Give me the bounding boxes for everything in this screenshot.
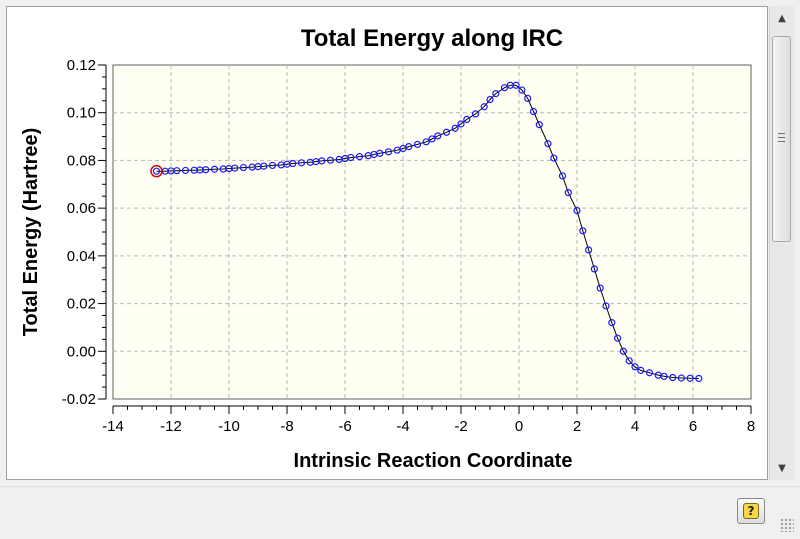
x-axis-label: Intrinsic Reaction Coordinate <box>294 450 573 472</box>
irc-data-point[interactable] <box>613 334 622 342</box>
irc-data-point[interactable] <box>434 132 442 140</box>
irc-data-point[interactable] <box>181 166 190 175</box>
irc-data-point[interactable] <box>297 159 306 167</box>
irc-data-point[interactable] <box>590 265 599 273</box>
irc-data-point[interactable] <box>492 90 500 98</box>
irc-data-point[interactable] <box>637 366 645 374</box>
irc-data-point[interactable] <box>558 172 567 180</box>
irc-data-point[interactable] <box>529 107 538 116</box>
irc-data-point[interactable] <box>173 167 181 175</box>
irc-data-point[interactable] <box>471 110 480 118</box>
x-tick-label: -14 <box>102 418 124 435</box>
irc-data-point[interactable] <box>422 138 430 146</box>
x-tick-label: 8 <box>747 418 755 435</box>
y-tick-label: 0.00 <box>67 343 96 360</box>
irc-data-point[interactable] <box>500 84 509 92</box>
x-tick-label: -8 <box>280 418 293 435</box>
irc-data-point[interactable] <box>608 319 616 327</box>
irc-data-point[interactable] <box>579 227 587 235</box>
irc-data-point[interactable] <box>512 81 520 89</box>
irc-data-point[interactable] <box>405 142 413 151</box>
y-tick-label: -0.02 <box>62 391 96 408</box>
irc-data-point[interactable] <box>518 86 526 94</box>
irc-data-point[interactable] <box>619 347 628 355</box>
scroll-thumb[interactable] <box>772 36 791 242</box>
irc-data-point[interactable] <box>413 140 422 149</box>
resize-grip-icon[interactable] <box>780 518 794 532</box>
y-tick-label: 0.06 <box>67 200 96 217</box>
scroll-up-button[interactable]: ▲ <box>778 12 786 24</box>
status-strip <box>0 486 800 539</box>
chart-panel: -14 -12 -10 -8 -6 -4 -2 0 2 4 6 8 -0.02 0.00 0.02 0.04 0… <box>6 6 768 480</box>
irc-data-point[interactable] <box>152 167 161 175</box>
irc-data-point[interactable] <box>376 149 384 157</box>
irc-data-point[interactable] <box>451 124 459 132</box>
x-tick-label: -4 <box>396 418 409 435</box>
x-tick-label: 0 <box>515 418 523 435</box>
help-button[interactable]: ? <box>737 498 765 524</box>
irc-data-point[interactable] <box>463 115 471 123</box>
irc-data-point[interactable] <box>428 135 436 143</box>
irc-data-point[interactable] <box>355 153 364 161</box>
y-tick-label: 0.10 <box>67 105 96 122</box>
chart-title: Total Energy along IRC <box>301 25 563 52</box>
y-tick-label: 0.08 <box>67 152 96 169</box>
irc-data-point[interactable] <box>584 246 593 254</box>
irc-data-point[interactable] <box>564 189 572 197</box>
irc-data-point[interactable] <box>677 374 686 382</box>
y-axis-label: Total Energy (Hartree) <box>20 128 42 337</box>
irc-data-point[interactable] <box>442 128 451 136</box>
irc-data-point[interactable] <box>596 284 604 292</box>
current-point-marker[interactable] <box>150 164 163 178</box>
x-tick-label: -12 <box>160 418 182 435</box>
irc-data-point[interactable] <box>625 357 633 365</box>
irc-data-point[interactable] <box>602 302 610 310</box>
vertical-scrollbar[interactable]: ▲ ▼ <box>769 6 794 480</box>
plot-area <box>112 64 752 400</box>
irc-data-point[interactable] <box>457 120 465 128</box>
x-tick-label: 2 <box>573 418 581 435</box>
irc-data-point[interactable] <box>631 363 639 371</box>
help-icon: ? <box>743 503 759 519</box>
y-tick-label: 0.04 <box>67 248 96 265</box>
irc-data-point[interactable] <box>239 163 248 172</box>
irc-data-point[interactable] <box>210 165 219 173</box>
scroll-thumb-grip-icon <box>778 133 785 142</box>
irc-data-point[interactable] <box>384 148 393 156</box>
irc-data-point[interactable] <box>645 369 654 377</box>
irc-data-point[interactable] <box>326 156 335 164</box>
irc-data-point[interactable] <box>686 374 694 382</box>
irc-data-point[interactable] <box>524 94 532 103</box>
irc-data-point[interactable] <box>550 154 558 162</box>
irc-data-point[interactable] <box>231 164 239 172</box>
y-tick-label: 0.12 <box>67 57 96 74</box>
x-tick-label: -6 <box>338 418 351 435</box>
irc-data-point[interactable] <box>202 166 210 174</box>
scroll-down-button[interactable]: ▼ <box>778 462 786 474</box>
irc-data-point[interactable] <box>573 206 581 215</box>
x-tick-label: 4 <box>631 418 639 435</box>
x-tick-label: -2 <box>454 418 467 435</box>
x-tick-label: 6 <box>689 418 697 435</box>
irc-data-point[interactable] <box>289 159 297 168</box>
irc-data-point[interactable] <box>486 95 494 104</box>
irc-data-point[interactable] <box>318 157 326 165</box>
irc-data-point[interactable] <box>669 373 677 382</box>
irc-data-point[interactable] <box>695 374 703 383</box>
irc-data-point[interactable] <box>535 121 543 129</box>
irc-energy-chart: -14 -12 -10 -8 -6 -4 -2 0 2 4 6 8 -0.02 0.00 0.02 0.04 0… <box>20 25 755 472</box>
irc-data-point[interactable] <box>268 161 277 170</box>
irc-data-point[interactable] <box>660 372 668 380</box>
irc-data-point[interactable] <box>544 140 552 148</box>
irc-data-point[interactable] <box>347 153 355 162</box>
x-tick-label: -10 <box>218 418 240 435</box>
y-tick-label: 0.02 <box>67 296 96 313</box>
irc-data-point[interactable] <box>260 162 268 170</box>
irc-data-point[interactable] <box>480 103 488 111</box>
